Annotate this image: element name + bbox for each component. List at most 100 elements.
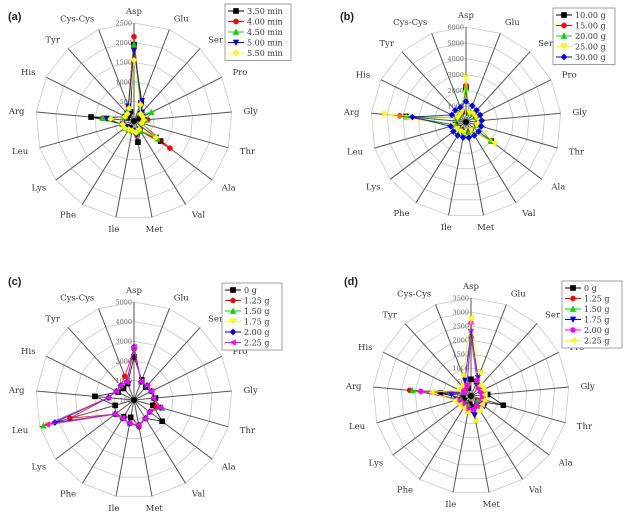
axis-label-his: His bbox=[358, 343, 373, 353]
axis-label-val: Val bbox=[528, 486, 542, 496]
data-point-glu bbox=[474, 377, 480, 384]
data-point-ile bbox=[126, 419, 133, 427]
legend-entry: 25.00 g bbox=[575, 43, 606, 52]
axis-label-ala: Ala bbox=[550, 183, 565, 193]
tick-label: 5000 bbox=[447, 39, 464, 47]
axis-label-met: Met bbox=[477, 223, 495, 233]
series-2-00-g bbox=[418, 320, 485, 413]
data-point-glu bbox=[137, 378, 144, 385]
axis-label-his: His bbox=[21, 347, 36, 357]
data-point-leu bbox=[451, 397, 458, 404]
grid-ring bbox=[55, 321, 213, 478]
legend-marker bbox=[230, 287, 236, 293]
axis-spoke bbox=[133, 399, 229, 428]
data-point-met bbox=[470, 406, 477, 413]
data-point-arg bbox=[92, 393, 98, 400]
data-point-thr bbox=[477, 122, 485, 130]
axis-label-pro: Pro bbox=[233, 68, 248, 78]
tick-label: 3000 bbox=[452, 309, 469, 317]
data-point-his bbox=[448, 111, 456, 119]
axis-spoke bbox=[465, 33, 501, 123]
data-point-ser bbox=[473, 106, 481, 114]
tick-label: 2500 bbox=[115, 20, 132, 28]
axis-label-asp: Asp bbox=[125, 286, 143, 296]
axis-spoke bbox=[133, 120, 229, 149]
tick-label: 1000 bbox=[447, 103, 464, 111]
tick-label: 1500 bbox=[452, 351, 469, 359]
data-point-pro bbox=[472, 114, 480, 121]
data-point-cys-cys bbox=[121, 373, 128, 380]
legend-marker bbox=[232, 39, 240, 47]
data-point-phe bbox=[119, 415, 126, 422]
legend-marker bbox=[560, 53, 568, 61]
data-point-arg bbox=[428, 389, 435, 396]
data-point-met bbox=[135, 421, 142, 429]
data-point-pro bbox=[148, 388, 155, 395]
data-point-arg bbox=[380, 111, 388, 118]
axis-label-ile: Ile bbox=[108, 504, 119, 514]
axis-label-his: His bbox=[21, 68, 36, 78]
tick-label: 4000 bbox=[447, 55, 464, 63]
legend-marker bbox=[560, 32, 568, 39]
grid-ring bbox=[428, 353, 514, 438]
legend-entry: 1.50 g bbox=[584, 305, 609, 314]
data-point-lys bbox=[449, 128, 457, 135]
legend-box bbox=[561, 280, 623, 349]
legend: 0 g 1.25 g1.50 g 1.75 g2.00 g 2.25 g bbox=[221, 282, 283, 351]
data-point-his bbox=[454, 386, 462, 393]
legend-entry: 20.00 g bbox=[575, 32, 606, 41]
axis-label-cys-cys: Cys-Cys bbox=[60, 14, 94, 24]
axis-label-glu: Glu bbox=[174, 293, 190, 303]
axis-spoke bbox=[392, 395, 472, 456]
legend-entry: 15.00 g bbox=[575, 22, 606, 31]
legend-marker bbox=[570, 295, 576, 302]
data-point-ala bbox=[167, 145, 173, 151]
data-point-asp bbox=[130, 47, 138, 54]
tick-label: 6000 bbox=[447, 24, 464, 32]
data-point-asp bbox=[467, 314, 474, 321]
center-point bbox=[463, 119, 469, 125]
axis-label-thr: Thr bbox=[240, 147, 256, 157]
legend-entry: 4.50 min bbox=[247, 28, 283, 37]
panel-label: (b) bbox=[340, 11, 354, 23]
data-point-arg bbox=[99, 114, 106, 121]
axis-label-val: Val bbox=[191, 490, 205, 500]
legend-entry: 4.00 min bbox=[247, 18, 283, 27]
data-point-val bbox=[476, 407, 483, 414]
legend-marker bbox=[229, 318, 237, 326]
data-point-gly bbox=[149, 394, 157, 402]
grid-ring bbox=[414, 339, 528, 452]
legend-entry: 1.25 g bbox=[584, 295, 609, 304]
tick-label: 500 bbox=[120, 98, 132, 106]
axis-label-gly: Gly bbox=[244, 386, 259, 396]
tick-label: 2000 bbox=[115, 39, 132, 47]
center-point bbox=[131, 397, 137, 403]
data-point-thr bbox=[138, 119, 145, 127]
data-point-arg bbox=[105, 394, 112, 401]
data-point-glu bbox=[136, 101, 144, 108]
radar-panel-b: Asp Glu Ser Pro Gly Thr Ala Val Met Ile Phe Lys Leu A… bbox=[340, 7, 616, 233]
data-point-tyr bbox=[456, 112, 463, 119]
axis-label-ser: Ser bbox=[538, 39, 554, 49]
data-point-tyr bbox=[451, 106, 459, 114]
axis-label-ser: Ser bbox=[545, 311, 561, 321]
legend-marker bbox=[229, 339, 236, 346]
data-point-ala bbox=[478, 401, 485, 408]
center-point bbox=[131, 118, 137, 124]
tick-label: 3500 bbox=[452, 295, 469, 303]
data-point-phe bbox=[460, 404, 467, 412]
axis-label-glu: Glu bbox=[505, 18, 521, 28]
radar-panel-a: Asp Glu Ser Pro Gly Thr Ala Val Met Ile Phe Lys Leu A… bbox=[8, 3, 292, 235]
legend-marker bbox=[232, 49, 240, 57]
tick-label: 1000 bbox=[115, 377, 132, 385]
axis-label-ser: Ser bbox=[208, 36, 224, 46]
data-point-lys bbox=[456, 401, 463, 408]
legend-marker bbox=[229, 307, 237, 314]
legend-entry: 3.50 min bbox=[247, 7, 283, 16]
legend-marker bbox=[232, 28, 240, 35]
axis-spoke bbox=[81, 120, 135, 205]
data-point-lys bbox=[453, 125, 461, 133]
axis-label-val: Val bbox=[521, 209, 535, 219]
tick-label: 1000 bbox=[115, 78, 132, 86]
axis-label-tyr: Tyr bbox=[45, 315, 60, 325]
